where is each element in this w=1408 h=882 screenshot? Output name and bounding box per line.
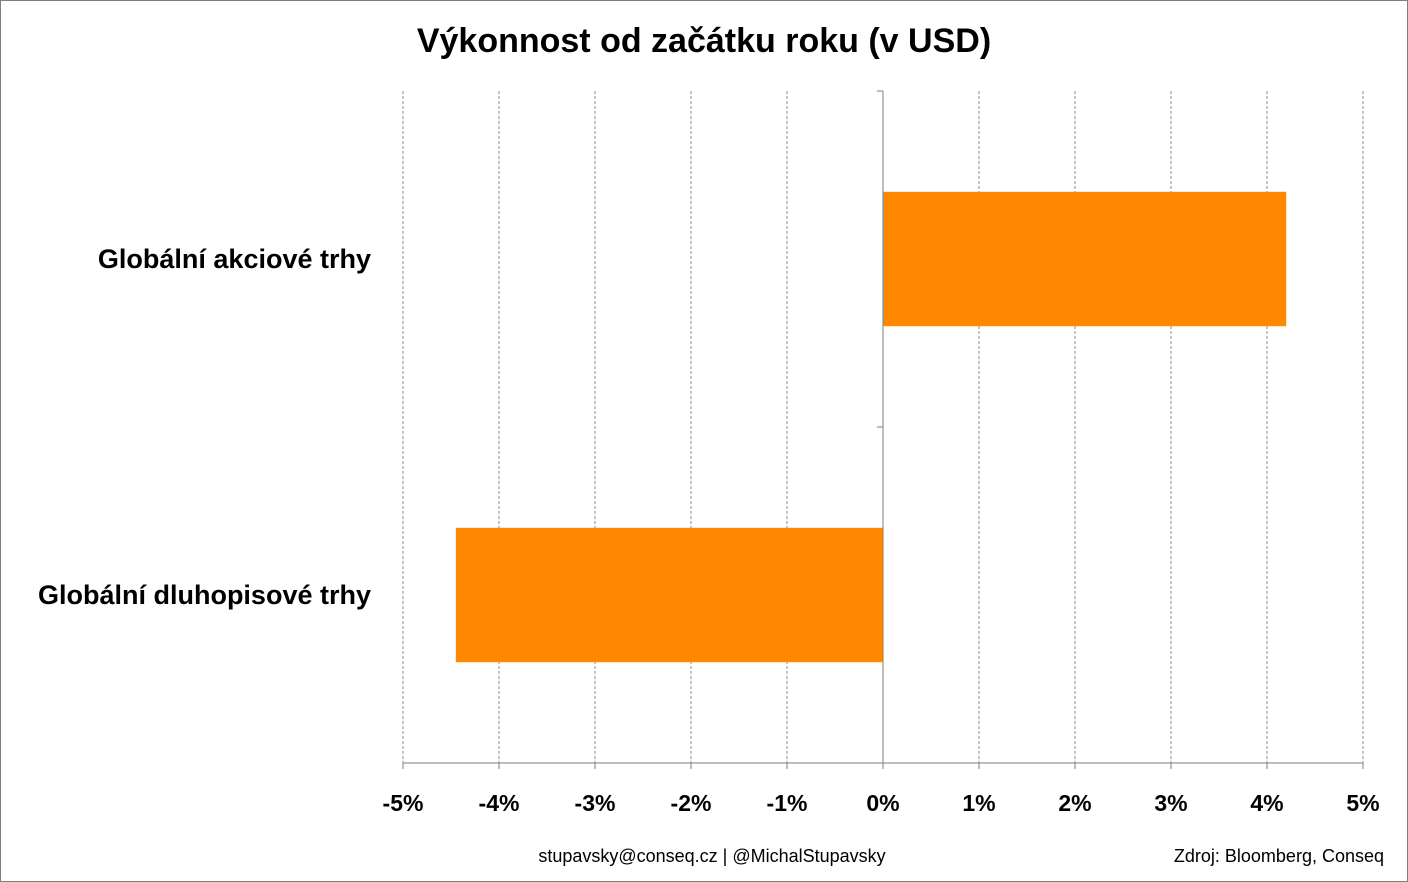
- x-tick-label: 5%: [1346, 790, 1379, 816]
- bar: [455, 527, 883, 663]
- axes: [402, 90, 1364, 769]
- x-tick-label: 1%: [962, 790, 995, 816]
- x-tick-label: 4%: [1250, 790, 1283, 816]
- x-tick-label: 3%: [1154, 790, 1187, 816]
- x-tick-label: -1%: [767, 790, 808, 816]
- x-tick-label: -3%: [575, 790, 616, 816]
- labels: -5% -4% -3% -2% -1% 0% 1% 2% 3% 4% 5% Globální akci…: [38, 244, 1380, 816]
- bars: [455, 191, 1287, 663]
- category-label: Globální dluhopisové trhy: [38, 580, 371, 610]
- x-tick-label: -4%: [479, 790, 520, 816]
- chart-title: Výkonnost od začátku roku (v USD): [416, 22, 992, 60]
- x-tick-label: 0%: [866, 790, 899, 816]
- category-label: Globální akciové trhy: [98, 244, 371, 274]
- bar: [883, 191, 1287, 327]
- source-note: Zdroj: Bloomberg, Conseq: [1173, 846, 1384, 866]
- contact-info: stupavsky@conseq.cz | @MichalStupavsky: [538, 846, 886, 866]
- x-tick-label: -5%: [383, 790, 424, 816]
- x-tick-label: -2%: [671, 790, 712, 816]
- x-tick-label: 2%: [1058, 790, 1091, 816]
